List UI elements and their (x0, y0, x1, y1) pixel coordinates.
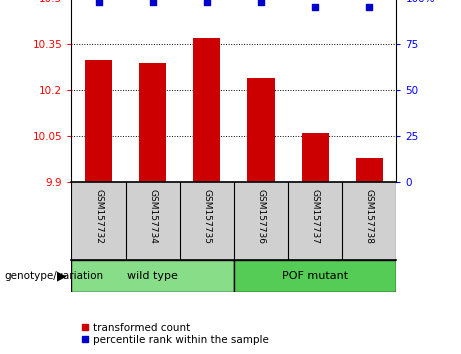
Point (366, 5, 373, 10)
Text: GSM157737: GSM157737 (311, 189, 320, 244)
Text: GSM157738: GSM157738 (365, 189, 374, 244)
Bar (85, 59, 112, 182)
Bar (234, 260, 396, 292)
Text: ▶: ▶ (57, 270, 67, 282)
Text: GSM157735: GSM157735 (202, 189, 212, 244)
Bar (356, 158, 383, 182)
Text: GSM157734: GSM157734 (148, 189, 157, 244)
Text: wild type: wild type (127, 271, 178, 281)
Text: POF mutant: POF mutant (282, 271, 348, 281)
Text: GSM157736: GSM157736 (256, 189, 266, 244)
Text: GSM157732: GSM157732 (94, 189, 103, 244)
Bar (139, 63, 166, 182)
Text: genotype/variation: genotype/variation (5, 271, 104, 281)
Point (203, 0, 211, 5)
Bar (71, 260, 234, 292)
Legend: transformed count, percentile rank within the sample: transformed count, percentile rank withi… (77, 318, 273, 349)
Point (95, 0, 102, 5)
Point (149, 0, 156, 5)
Bar (193, 38, 220, 182)
Point (257, 0, 265, 5)
Point (312, 5, 319, 10)
Bar (248, 78, 275, 182)
Bar (301, 133, 329, 182)
